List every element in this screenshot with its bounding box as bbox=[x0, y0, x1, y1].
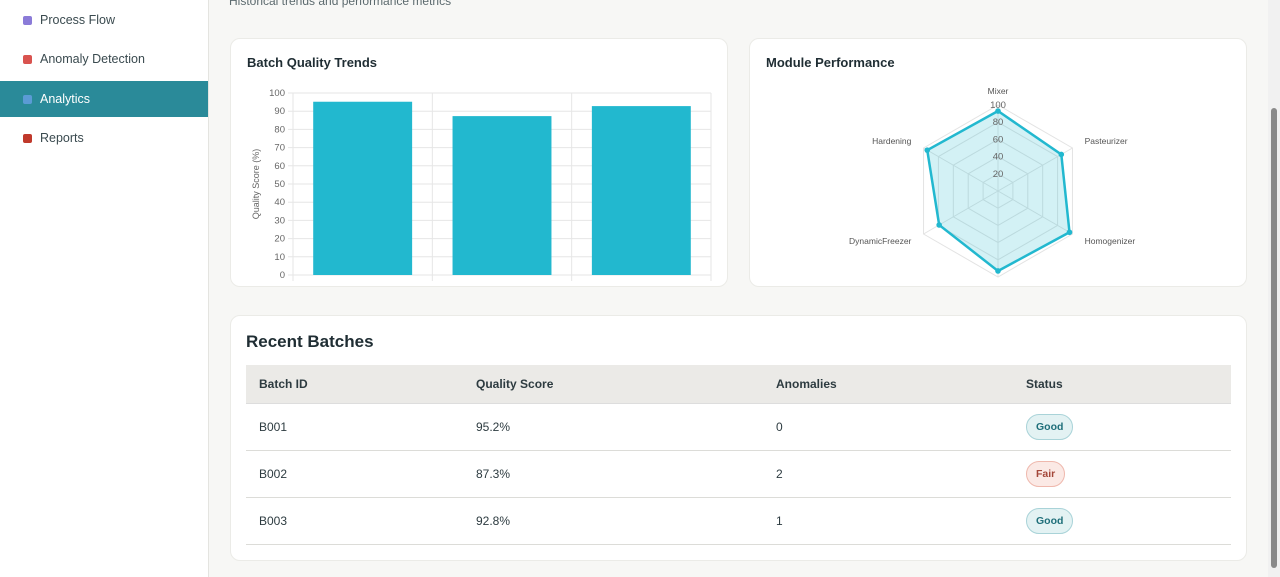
axis-label: Hardening bbox=[872, 136, 911, 146]
axis-label: Mixer bbox=[988, 86, 1009, 96]
nav-item[interactable]: Anomaly Detection bbox=[0, 41, 208, 77]
y-tick-label: 30 bbox=[274, 215, 285, 226]
table-cell: 2 bbox=[776, 467, 783, 481]
nav-icon bbox=[23, 15, 32, 25]
radar-point bbox=[936, 222, 942, 228]
y-tick-label: 0 bbox=[280, 270, 285, 281]
bar bbox=[591, 106, 691, 275]
y-tick-label: 80 bbox=[274, 124, 285, 135]
status-badge: Good bbox=[1026, 508, 1074, 534]
nav-icon bbox=[23, 94, 32, 104]
bar-chart: Batch Quality Trends Quality Score (%) 0 10… bbox=[247, 55, 712, 297]
column-header: Anomalies bbox=[776, 377, 837, 391]
r-tick-label: 100 bbox=[990, 100, 1006, 111]
radar-point bbox=[1058, 151, 1065, 158]
table-cell: 1 bbox=[776, 514, 783, 528]
r-tick-label: 80 bbox=[993, 117, 1004, 128]
bar bbox=[313, 101, 413, 276]
row-divider bbox=[246, 544, 1231, 545]
nav-icon bbox=[23, 133, 32, 143]
nav-label: Process Flow bbox=[40, 13, 116, 27]
nav-icon bbox=[23, 54, 32, 64]
nav-label: Anomaly Detection bbox=[40, 52, 145, 66]
radar-point bbox=[1066, 229, 1073, 236]
y-tick-label: 60 bbox=[274, 161, 285, 172]
radar-point bbox=[995, 268, 1001, 274]
nav-item[interactable]: Reports bbox=[0, 120, 208, 156]
table-cell: 92.8% bbox=[476, 514, 511, 528]
nav-label: Reports bbox=[40, 131, 84, 145]
r-tick-label: 40 bbox=[993, 152, 1004, 163]
scrollbar-thumb[interactable] bbox=[1271, 108, 1277, 568]
radar-point bbox=[995, 108, 1001, 114]
y-tick-label: 70 bbox=[274, 143, 285, 154]
radar-chart: Module Performance Mixer Pasteurizer Homoge… bbox=[766, 55, 1136, 296]
nav-item[interactable]: Analytics bbox=[0, 81, 208, 117]
sidebar: Process Flow Anomaly Detection Analytics Re… bbox=[0, 0, 209, 577]
table-cell: 87.3% bbox=[476, 467, 511, 481]
table-cell: B002 bbox=[259, 467, 288, 481]
table-title: Recent Batches bbox=[246, 332, 374, 351]
table-header-bg bbox=[246, 365, 1231, 404]
column-header: Batch ID bbox=[259, 377, 308, 391]
row-divider bbox=[246, 450, 1231, 451]
y-tick-label: 100 bbox=[269, 88, 285, 99]
axis-label: Pasteurizer bbox=[1085, 136, 1128, 146]
chart-title: Batch Quality Trends bbox=[247, 55, 377, 70]
radar-point bbox=[924, 147, 931, 153]
chart-title: Module Performance bbox=[766, 55, 895, 70]
table-cell: B001 bbox=[259, 420, 288, 434]
spoke bbox=[923, 190, 999, 235]
table-card: Recent Batches Batch ID Quality Score Anoma… bbox=[230, 315, 1247, 561]
spoke bbox=[997, 190, 1073, 235]
r-tick-label: 20 bbox=[993, 169, 1004, 180]
status-badge: Fair bbox=[1026, 461, 1066, 487]
bar-card: Batch Quality Trends Quality Score (%) 0 10… bbox=[230, 38, 728, 297]
y-axis-label: Quality Score (%) bbox=[251, 149, 261, 220]
page-subtitle: Historical trends and performance metric… bbox=[229, 0, 452, 8]
y-tick-label: 20 bbox=[274, 234, 285, 245]
spoke bbox=[923, 147, 999, 192]
table-cell: 95.2% bbox=[476, 420, 511, 434]
column-header: Status bbox=[1026, 377, 1063, 391]
y-tick-label: 50 bbox=[274, 179, 285, 190]
bar bbox=[452, 116, 552, 275]
axis-label: DynamicFreezer bbox=[849, 236, 912, 246]
table-cell: 0 bbox=[776, 420, 783, 434]
row-divider bbox=[246, 497, 1231, 498]
radar-card: Module Performance Mixer Pasteurizer Homoge… bbox=[749, 38, 1247, 296]
nav-item[interactable]: Process Flow bbox=[0, 2, 208, 38]
column-header: Quality Score bbox=[476, 377, 554, 391]
table-cell: B003 bbox=[259, 514, 288, 528]
r-tick-label: 60 bbox=[993, 134, 1004, 145]
status-badge: Good bbox=[1026, 414, 1074, 440]
y-tick-label: 40 bbox=[274, 197, 285, 208]
y-tick-label: 10 bbox=[274, 252, 285, 263]
y-tick-label: 90 bbox=[274, 106, 285, 117]
axis-label: Homogenizer bbox=[1085, 236, 1136, 246]
nav-label: Analytics bbox=[40, 92, 91, 106]
